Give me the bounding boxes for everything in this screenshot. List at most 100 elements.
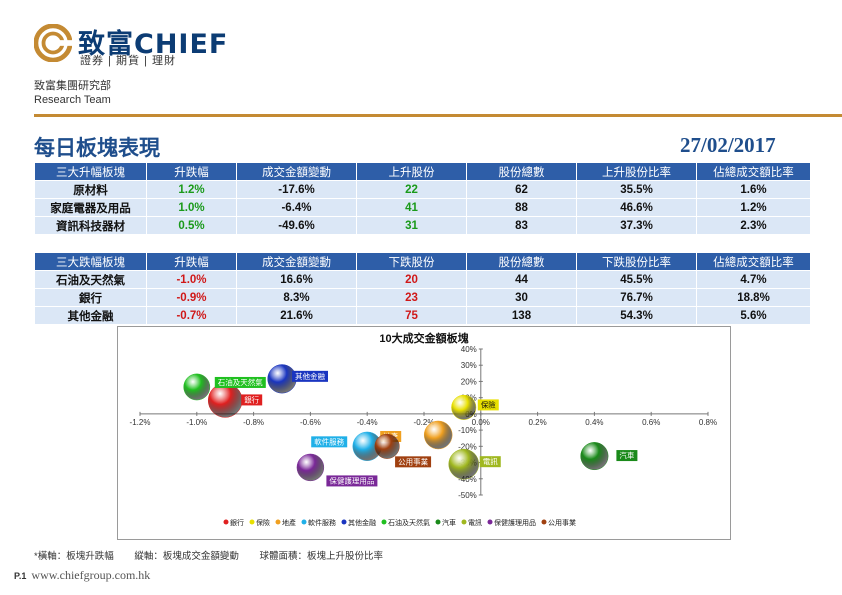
brand-subtitle: 證券 | 期貨 | 理財 bbox=[80, 55, 176, 67]
ratio-cell: 37.3% bbox=[576, 216, 697, 235]
ratio-cell: 35.5% bbox=[576, 180, 697, 199]
losers-header-row: 三大跌幅板塊 升跌幅 成交金額變動 下跌股份 股份總數 下跌股份比率 佔總成交額… bbox=[34, 252, 811, 271]
turnover-change-cell: 16.6% bbox=[236, 270, 357, 289]
gainers-header: 佔總成交額比率 bbox=[696, 162, 811, 181]
department-name: 致富集團研究部 bbox=[34, 80, 111, 92]
sector-name: 資訊科技器材 bbox=[34, 216, 147, 235]
total-stocks-cell: 62 bbox=[466, 180, 577, 199]
department-english: Research Team bbox=[34, 94, 111, 106]
legend-marker bbox=[223, 519, 229, 525]
bubble-label: 其他金融 bbox=[295, 371, 325, 381]
gainers-table: 三大升幅板塊 升跌幅 成交金額變動 上升股份 股份總數 上升股份比率 佔總成交額… bbox=[34, 162, 811, 235]
losers-header: 成交金額變動 bbox=[236, 252, 357, 271]
losers-table: 三大跌幅板塊 升跌幅 成交金額變動 下跌股份 股份總數 下跌股份比率 佔總成交額… bbox=[34, 252, 811, 325]
turnover-share-cell: 4.7% bbox=[696, 270, 811, 289]
y-tick-label: 40% bbox=[461, 345, 477, 354]
turnover-change-cell: 21.6% bbox=[236, 306, 357, 325]
change-cell: 1.0% bbox=[146, 198, 237, 217]
footer: P.1 www.chiefgroup.com.hk bbox=[14, 568, 150, 583]
bubble-label: 銀行 bbox=[244, 394, 259, 404]
legend-label: 其他金融 bbox=[348, 518, 376, 527]
legend-label: 汽車 bbox=[442, 518, 456, 527]
legend-marker bbox=[487, 519, 493, 525]
decliners-cell: 23 bbox=[356, 288, 467, 307]
turnover-change-cell: -49.6% bbox=[236, 216, 357, 235]
bubble-label-bg bbox=[311, 436, 348, 448]
bubble-1 bbox=[451, 394, 477, 420]
advancers-cell: 22 bbox=[356, 180, 467, 199]
x-tick-label: 0.8% bbox=[699, 418, 717, 427]
total-stocks-cell: 88 bbox=[466, 198, 577, 217]
x-tick-label: -1.0% bbox=[186, 418, 207, 427]
page-title: 每日板塊表現 bbox=[34, 135, 160, 160]
legend-label: 銀行 bbox=[230, 518, 244, 527]
bubble-label: 石油及天然氣 bbox=[218, 377, 263, 387]
bubble-label: 公用事業 bbox=[398, 456, 428, 466]
sector-name: 銀行 bbox=[34, 288, 147, 307]
ratio-cell: 45.5% bbox=[576, 270, 697, 289]
table-row: 石油及天然氣 -1.0% 16.6% 20 44 45.5% 4.7% bbox=[34, 270, 811, 289]
legend-marker bbox=[275, 519, 281, 525]
y-tick-label: 30% bbox=[461, 361, 477, 370]
legend-marker bbox=[541, 519, 547, 525]
decliners-cell: 75 bbox=[356, 306, 467, 325]
gainers-header: 成交金額變動 bbox=[236, 162, 357, 181]
department: 致富集團研究部 Research Team bbox=[34, 79, 111, 107]
page-number: P.1 bbox=[14, 571, 27, 581]
y-tick-label: -20% bbox=[458, 442, 477, 451]
sector-name: 家庭電器及用品 bbox=[34, 198, 147, 217]
bubble-6 bbox=[580, 442, 609, 471]
bubble-8 bbox=[296, 453, 325, 482]
change-cell: 1.2% bbox=[146, 180, 237, 199]
legend-label: 保險 bbox=[256, 518, 270, 527]
gainers-header: 升跌幅 bbox=[146, 162, 237, 181]
y-tick-label: -50% bbox=[458, 491, 477, 500]
brand-logo-icon bbox=[34, 24, 72, 62]
sector-name: 其他金融 bbox=[34, 306, 147, 325]
turnover-change-cell: 8.3% bbox=[236, 288, 357, 307]
table-row: 其他金融 -0.7% 21.6% 75 138 54.3% 5.6% bbox=[34, 306, 811, 325]
bubble-7 bbox=[448, 448, 480, 480]
total-stocks-cell: 138 bbox=[466, 306, 577, 325]
bubble-5 bbox=[183, 373, 211, 401]
x-tick-label: 0.0% bbox=[472, 418, 490, 427]
x-tick-label: -1.2% bbox=[130, 418, 151, 427]
bubble-0 bbox=[207, 383, 243, 418]
losers-header: 升跌幅 bbox=[146, 252, 237, 271]
gainers-header: 上升股份比率 bbox=[576, 162, 697, 181]
decliners-cell: 20 bbox=[356, 270, 467, 289]
legend-marker bbox=[435, 519, 441, 525]
bubble-chart: 10大成交金額板塊 -1.2% -1.0% -0.8% -0.6% -0.4% -0.2% 0… bbox=[130, 331, 718, 527]
bubble-label-bg bbox=[616, 450, 638, 462]
bubble-label-bg bbox=[477, 399, 499, 411]
turnover-change-cell: -17.6% bbox=[236, 180, 357, 199]
change-cell: -0.7% bbox=[146, 306, 237, 325]
website-link[interactable]: www.chiefgroup.com.hk bbox=[31, 568, 151, 582]
bubble-2 bbox=[423, 420, 453, 450]
change-cell: -0.9% bbox=[146, 288, 237, 307]
bubble-label: 保健護理用品 bbox=[329, 475, 374, 485]
ratio-cell: 76.7% bbox=[576, 288, 697, 307]
bubble-chart-frame: 10大成交金額板塊 -1.2% -1.0% -0.8% -0.6% -0.4% -0.2% 0… bbox=[117, 326, 731, 540]
y-tick-label: -40% bbox=[458, 475, 477, 484]
bubble-label-bg bbox=[479, 456, 501, 468]
bubble-9 bbox=[374, 433, 400, 459]
x-tick-label: -0.4% bbox=[357, 418, 378, 427]
legend-label: 石油及天然氣 bbox=[388, 518, 430, 527]
change-cell: 0.5% bbox=[146, 216, 237, 235]
chart-note: *橫軸：板塊升跌幅 縱軸：板塊成交金額變動 球體面積：板塊上升股份比率 bbox=[34, 548, 401, 562]
turnover-share-cell: 1.6% bbox=[696, 180, 811, 199]
advancers-cell: 41 bbox=[356, 198, 467, 217]
legend-marker bbox=[249, 519, 255, 525]
bubble-label: 保險 bbox=[481, 399, 496, 409]
turnover-share-cell: 1.2% bbox=[696, 198, 811, 217]
x-tick-label: -0.6% bbox=[300, 418, 321, 427]
legend-marker bbox=[301, 519, 307, 525]
report-date: 27/02/2017 bbox=[680, 133, 776, 157]
header-divider bbox=[34, 114, 842, 117]
losers-header: 三大跌幅板塊 bbox=[34, 252, 147, 271]
ratio-cell: 54.3% bbox=[576, 306, 697, 325]
sector-name: 石油及天然氣 bbox=[34, 270, 147, 289]
y-tick-label: -10% bbox=[458, 426, 477, 435]
advancers-cell: 31 bbox=[356, 216, 467, 235]
